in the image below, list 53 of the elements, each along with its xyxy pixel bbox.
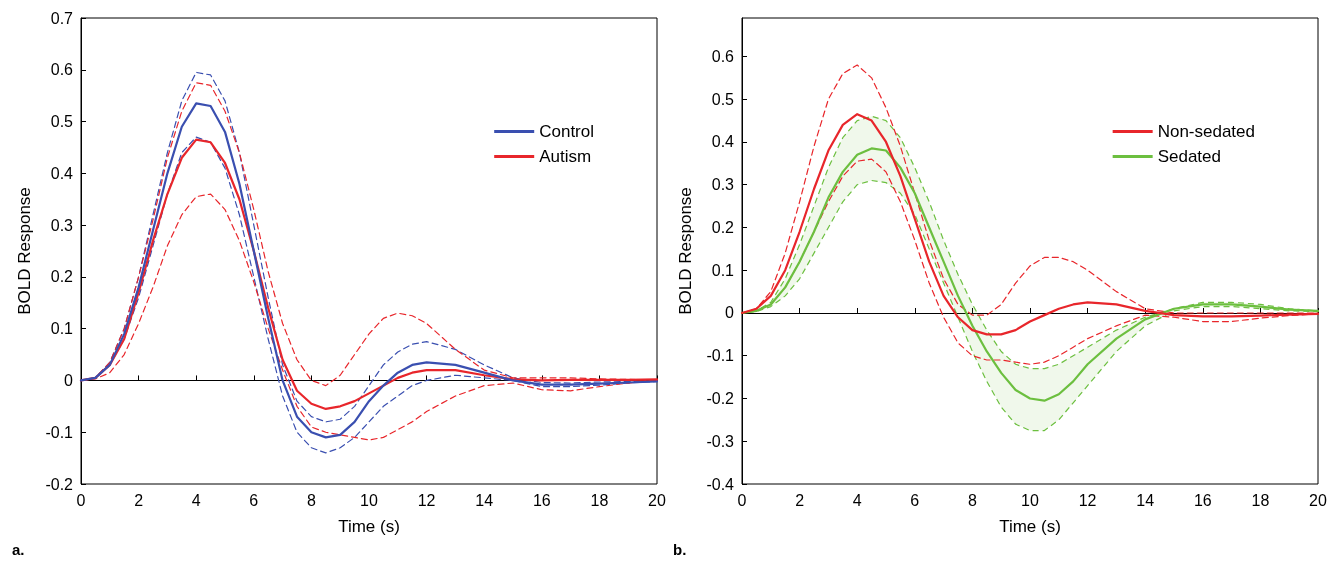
x-tick-label: 14 [475,491,494,509]
legend-label: Autism [539,147,592,166]
y-tick-label: 0.3 [711,176,735,194]
x-tick-label: 20 [648,491,666,509]
y-tick-label: 0.6 [711,47,735,65]
y-tick-label: 0.7 [50,9,74,27]
x-tick-label: 10 [1021,491,1039,509]
x-axis-title: Time (s) [999,517,1061,536]
x-tick-label: 10 [360,491,378,509]
x-tick-label: 2 [134,491,144,509]
x-tick-label: 18 [1251,491,1270,509]
x-tick-label: 0 [737,491,747,509]
x-tick-label: 18 [590,491,609,509]
y-tick-label: 0.1 [50,320,74,338]
x-tick-label: 4 [852,491,862,509]
x-tick-label: 12 [1078,491,1097,509]
y-tick-label: -0.2 [45,475,74,493]
y-tick-label: -0.1 [706,347,735,365]
x-tick-label: 8 [967,491,977,509]
x-tick-label: 20 [1309,491,1327,509]
x-tick-label: 2 [795,491,805,509]
text: b. [673,541,687,558]
y-tick-label: 0.1 [711,261,735,279]
legend-label: Control [539,122,595,141]
x-tick-label: 12 [417,491,436,509]
y-tick-label: 0.4 [711,133,735,151]
y-tick-label: -0.2 [706,390,735,407]
x-axis-title: Time (s) [338,517,400,536]
y-tick-label: -0.3 [706,432,735,450]
y-tick-label: -0.1 [45,423,74,441]
legend-label: Sedated [1157,147,1221,166]
y-tick-label: 0.2 [711,218,735,236]
x-tick-label: 8 [306,491,316,509]
x-tick-label: 16 [1193,491,1212,509]
x-tick-label: 16 [532,491,551,509]
y-tick-label: 0.5 [711,90,735,108]
x-tick-label: 4 [191,491,201,509]
x-tick-label: 0 [76,491,86,509]
x-tick-label: 6 [910,491,920,509]
x-tick-label: 14 [1136,491,1155,509]
y-axis-title: BOLD Response [676,187,695,315]
y-tick-label: 0.5 [50,113,74,131]
y-tick-label: 0.6 [50,61,74,79]
y-tick-label: 0 [725,304,735,322]
y-tick-label: 0.4 [50,164,74,182]
y-tick-label: 0.3 [50,216,74,234]
y-tick-label: 0 [64,371,74,389]
y-axis-title: BOLD Response [15,187,34,315]
y-tick-label: 0.2 [50,268,74,286]
y-tick-label: -0.4 [706,475,735,493]
legend-label: Non-sedated [1157,122,1255,141]
text: a. [12,541,25,558]
x-tick-label: 6 [249,491,259,509]
